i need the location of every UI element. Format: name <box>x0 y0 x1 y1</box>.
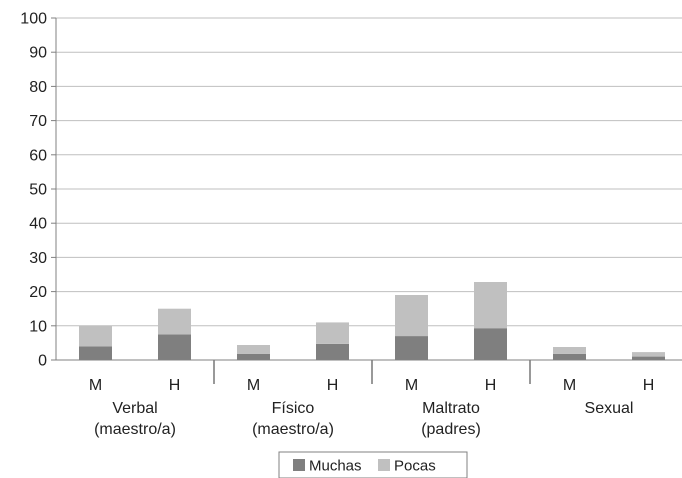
bar-muchas <box>158 334 191 360</box>
legend-box <box>278 451 468 478</box>
y-tick-label: 0 <box>38 353 47 370</box>
x-subcategory-label: M <box>563 377 576 394</box>
x-group-label: (maestro/a) <box>94 421 176 438</box>
bar-pocas <box>395 295 428 336</box>
legend-label: Pocas <box>394 458 436 475</box>
y-tick-label: 100 <box>20 11 47 28</box>
x-subcategory-label: M <box>405 377 418 394</box>
bar-muchas <box>395 336 428 360</box>
bar-muchas <box>553 353 586 360</box>
bar-pocas <box>632 352 665 357</box>
legend-label: Muchas <box>309 458 362 475</box>
y-tick-label: 40 <box>29 216 47 233</box>
bar-pocas <box>316 322 349 344</box>
x-subcategory-label: M <box>247 377 260 394</box>
y-tick-label: 10 <box>29 318 47 335</box>
y-tick-label: 30 <box>29 250 47 267</box>
bar-pocas <box>237 345 270 354</box>
x-group-label: (maestro/a) <box>252 421 334 438</box>
bar-pocas <box>474 282 507 329</box>
bar-muchas <box>632 356 665 360</box>
bars <box>79 282 665 360</box>
bar-pocas <box>79 325 112 347</box>
bar-muchas <box>237 353 270 360</box>
x-group-label: Sexual <box>585 400 634 417</box>
x-group-label: Verbal <box>112 400 157 417</box>
gridlines <box>56 17 682 327</box>
y-tick-label: 50 <box>29 182 47 199</box>
x-subcategory-label: H <box>169 377 181 394</box>
x-subcategory-label: H <box>485 377 497 394</box>
bar-muchas <box>316 343 349 360</box>
bar-pocas <box>158 308 191 335</box>
x-group-label: (padres) <box>421 421 481 438</box>
y-axis: 0 10 20 30 40 50 60 70 80 90 100 <box>20 11 57 370</box>
y-tick-label: 80 <box>29 79 47 96</box>
y-tick-label: 20 <box>29 284 47 301</box>
legend-swatch <box>293 459 305 471</box>
y-tick-label: 90 <box>29 45 47 62</box>
x-group-label: Maltrato <box>422 400 480 417</box>
x-group-label: Físico <box>272 400 315 417</box>
x-axis: M H Verbal (maestro/a) M H Físico (maestro/a) M H… <box>56 359 682 438</box>
legend: Muchas Pocas <box>278 451 468 478</box>
x-subcategory-label: H <box>643 377 655 394</box>
y-tick-label: 70 <box>29 113 47 130</box>
bar-pocas <box>553 347 586 354</box>
legend-swatch <box>378 459 390 471</box>
y-tick-label: 60 <box>29 147 47 164</box>
x-subcategory-label: H <box>327 377 339 394</box>
x-subcategory-label: M <box>89 377 102 394</box>
bar-muchas <box>79 346 112 360</box>
bar-muchas <box>474 328 507 360</box>
